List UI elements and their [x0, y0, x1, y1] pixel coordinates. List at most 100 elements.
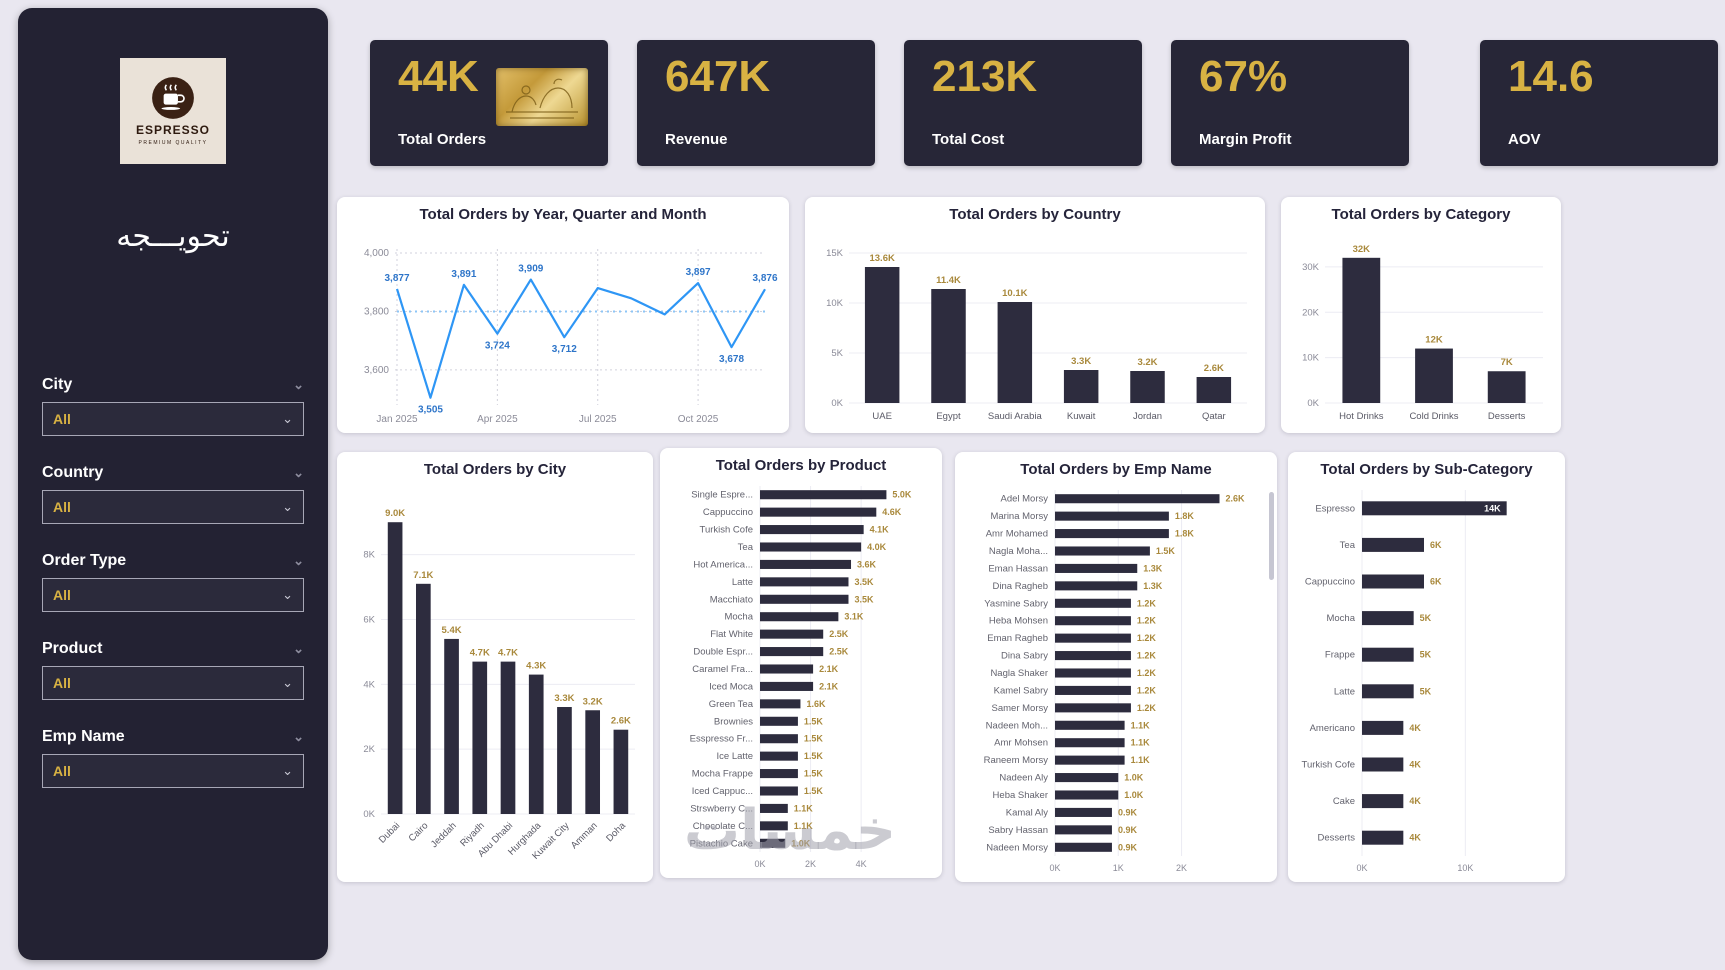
bar-Yasmine Sabry[interactable]	[1055, 598, 1131, 608]
bar-Turkish Cofe[interactable]	[760, 525, 864, 535]
bar-Cake[interactable]	[1362, 794, 1404, 809]
bar-Green Tea[interactable]	[760, 699, 801, 709]
bar-Samer Morsy[interactable]	[1055, 703, 1131, 713]
bar-Adel Morsy[interactable]	[1055, 494, 1220, 504]
bar-Jordan[interactable]	[1130, 371, 1165, 403]
bar-Tea[interactable]	[1362, 537, 1424, 552]
bar-Nadeen Moh...[interactable]	[1055, 720, 1125, 730]
bar-Cappuccino[interactable]	[1362, 574, 1424, 589]
filter-order-type: Order Type ⌄ All ⌄	[42, 552, 304, 612]
bar-Riyadh[interactable]	[472, 661, 488, 814]
bar-Brownies[interactable]	[760, 716, 798, 726]
bar-Desserts[interactable]	[1362, 830, 1404, 845]
chevron-down-icon[interactable]: ⌄	[293, 729, 304, 744]
chevron-down-icon[interactable]: ⌄	[293, 465, 304, 480]
bar-Dina Sabry[interactable]	[1055, 651, 1131, 661]
bar-Dubai[interactable]	[387, 522, 403, 814]
bar-Sabry Hassan[interactable]	[1055, 825, 1112, 835]
bar-Strswberry C...[interactable]	[760, 803, 788, 813]
bar-Turkish Cofe[interactable]	[1362, 757, 1404, 772]
bar-Single Espre...[interactable]	[760, 490, 887, 500]
bar-Dina Ragheb[interactable]	[1055, 581, 1138, 591]
bar-Heba Mohsen[interactable]	[1055, 616, 1131, 626]
chevron-down-icon[interactable]: ⌄	[293, 641, 304, 656]
bar-Kamel Sabry[interactable]	[1055, 685, 1131, 695]
bar-Eman Ragheb[interactable]	[1055, 633, 1131, 643]
bar-Kamal Aly[interactable]	[1055, 807, 1112, 817]
bar-Amr Mohamed[interactable]	[1055, 529, 1169, 539]
bar-UAE[interactable]	[864, 267, 900, 403]
city-bar-chart-canvas[interactable]: 0K 2K 4K 6K 8K 9.0K Dubai 7.1K Cairo 5.4K Jeddah 4.…	[345, 486, 645, 876]
bar-Cold Drinks[interactable]	[1415, 348, 1453, 403]
chevron-down-icon[interactable]: ⌄	[293, 377, 304, 392]
emp-hbar-chart-canvas[interactable]: 0K 1K 2K Adel Morsy 2.6K Marina Morsy 1.8K Amr …	[963, 486, 1269, 876]
orders-line-series[interactable]	[395, 278, 766, 399]
bar-Mocha[interactable]	[760, 612, 839, 622]
city-dropdown[interactable]: All ⌄	[42, 402, 304, 436]
bar-Jeddah[interactable]	[444, 638, 459, 814]
bar-Iced Cappuc...[interactable]	[760, 786, 798, 796]
bar-Egypt[interactable]	[931, 289, 966, 403]
bar-Saudi Arabia[interactable]	[997, 302, 1033, 403]
bar-Nadeen Morsy[interactable]	[1055, 842, 1112, 852]
bar-Amr Mohsen[interactable]	[1055, 738, 1125, 748]
bar-Caramel Fra...[interactable]	[760, 664, 814, 674]
bar-Latte[interactable]	[1362, 684, 1414, 699]
svg-text:4.0K: 4.0K	[867, 542, 887, 552]
bar-Double Espr...[interactable]	[760, 647, 824, 657]
bar-Nadeen Aly[interactable]	[1055, 773, 1119, 783]
bar-Iced Moca[interactable]	[760, 681, 814, 691]
svg-text:Cold Drinks: Cold Drinks	[1409, 411, 1458, 422]
bar-Marina Morsy[interactable]	[1055, 511, 1169, 521]
bar-Esspresso Fr...[interactable]	[760, 734, 798, 744]
scrollbar[interactable]	[1269, 492, 1274, 580]
bar-Qatar[interactable]	[1196, 377, 1232, 403]
bar-Mocha Frappe[interactable]	[760, 769, 798, 779]
bar-Cappuccino[interactable]	[760, 507, 877, 517]
bar-Latte[interactable]	[760, 577, 849, 587]
bar-Frappe[interactable]	[1362, 647, 1414, 662]
bar-Kuwait City[interactable]	[557, 707, 572, 814]
bar-Chocolate C...[interactable]	[760, 821, 788, 831]
bar-Abu Dhabi[interactable]	[500, 661, 516, 814]
subcategory-hbar-chart-canvas[interactable]: 0K 10K Espresso 14K Tea 6K Cappuccino 6K Mocha 5K…	[1296, 486, 1557, 876]
country-dropdown[interactable]: All ⌄	[42, 490, 304, 524]
bar-Flat White[interactable]	[760, 629, 824, 639]
bar-Nagla Moha...[interactable]	[1055, 546, 1150, 556]
bar-Doha[interactable]	[613, 729, 629, 814]
bar-Hurghada[interactable]	[528, 674, 544, 814]
chevron-down-icon[interactable]: ⌄	[293, 553, 304, 568]
bar-Pistachio Cake[interactable]	[760, 838, 786, 848]
svg-text:3,712: 3,712	[552, 344, 577, 355]
bar-Raneem Morsy[interactable]	[1055, 755, 1125, 765]
bar-Eman Hassan[interactable]	[1055, 563, 1138, 573]
bar-Ice Latte[interactable]	[760, 751, 798, 761]
bar-Hot America...[interactable]	[760, 559, 852, 569]
bar-Heba Shaker[interactable]	[1055, 790, 1119, 800]
kpi-value: 647K	[665, 52, 771, 101]
svg-text:Eman Ragheb: Eman Ragheb	[987, 633, 1048, 644]
order-type-dropdown[interactable]: All ⌄	[42, 578, 304, 612]
bar-Espresso[interactable]	[1362, 501, 1507, 516]
bar-Hot Drinks[interactable]	[1342, 257, 1381, 403]
line-chart-canvas[interactable]: 3,600 3,800 4,000 Jan 2025 Apr 2025 Jul 2025 O…	[345, 231, 781, 427]
category-bar-chart-canvas[interactable]: 0K 10K 20K 30K 32K Hot Drinks 12K Cold Drinks 7K…	[1289, 231, 1553, 427]
emp-name-dropdown[interactable]: All ⌄	[42, 754, 304, 788]
bar-Desserts[interactable]	[1487, 371, 1526, 403]
product-dropdown[interactable]: All ⌄	[42, 666, 304, 700]
bar-Nagla Shaker[interactable]	[1055, 668, 1131, 678]
svg-text:7K: 7K	[1501, 357, 1513, 368]
bar-Kuwait[interactable]	[1063, 370, 1099, 403]
product-hbar-chart-canvas[interactable]: 0K 2K 4K Single Espre... 5.0K Cappuccino 4.6K T…	[668, 482, 934, 872]
svg-text:3.5K: 3.5K	[854, 577, 874, 587]
country-bar-chart-canvas[interactable]: 0K 5K 10K 15K 13.6K UAE 11.4K Egypt 10.1K Saudi A…	[813, 231, 1257, 427]
svg-text:4.3K: 4.3K	[526, 661, 546, 672]
bar-Americano[interactable]	[1362, 720, 1404, 735]
bar-Macchiato[interactable]	[760, 594, 849, 604]
bar-Mocha[interactable]	[1362, 611, 1414, 626]
bar-Tea[interactable]	[760, 542, 862, 552]
svg-text:0.9K: 0.9K	[1118, 807, 1138, 817]
bar-Cairo[interactable]	[415, 583, 431, 814]
bar-Amman[interactable]	[585, 710, 601, 814]
